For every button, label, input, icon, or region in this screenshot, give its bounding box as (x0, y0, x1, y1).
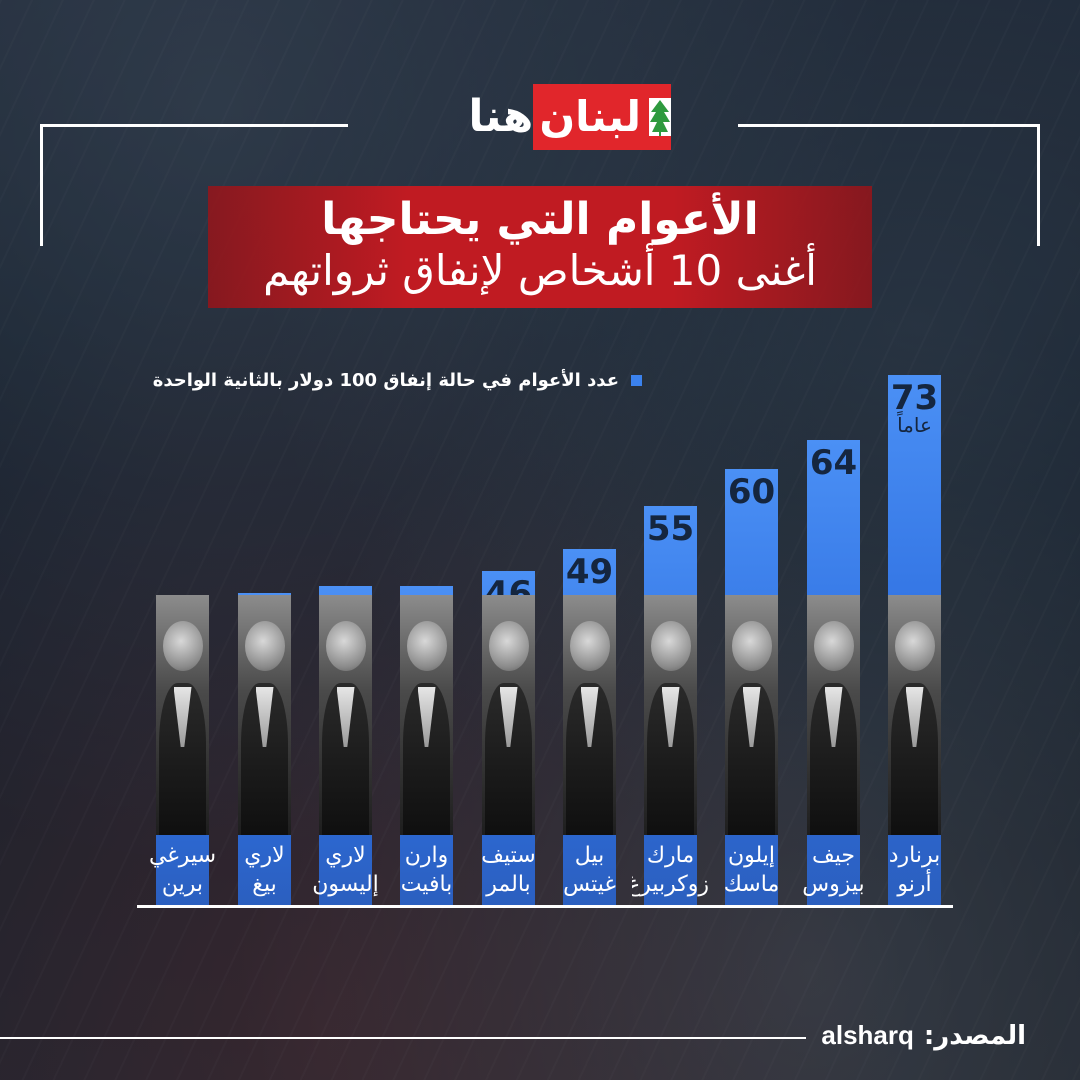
category-label-line2: بيزوس (802, 871, 865, 897)
category-label-line2: غيتس (563, 871, 616, 897)
logo-red-text: لبنان (539, 92, 641, 141)
source-label: المصدر: (923, 1021, 1026, 1051)
portrait-photo (807, 595, 860, 835)
frame-top-left-line (40, 124, 348, 127)
category-label-line2: برين (161, 871, 204, 897)
category-label-line2: بيغ (252, 871, 277, 897)
chart-baseline (137, 905, 953, 908)
chart-legend: عدد الأعوام في حالة إنفاق 100 دولار بالث… (96, 366, 642, 394)
portrait-photo (156, 595, 209, 835)
category-label: برنارد أرنو (876, 842, 953, 899)
category-label: وارن بافيت (388, 842, 465, 899)
category-label: جيف بيزوس (795, 842, 872, 899)
portrait-head (244, 621, 285, 671)
category-label-line2: أرنو (897, 871, 932, 897)
logo-white-text: هنا (468, 91, 534, 142)
category-label-line1: ستيف (481, 843, 536, 868)
portrait-head (406, 621, 447, 671)
portrait-photo (238, 595, 291, 835)
category-label-line1: مارك (646, 843, 695, 868)
category-label: لاري إليسون (307, 842, 384, 899)
portrait-photo (319, 595, 372, 835)
category-label: مارك زوكربيرغ (632, 842, 709, 899)
category-label: بيل غيتس (551, 842, 628, 899)
logo-red-block: لبنان (533, 84, 649, 150)
portrait-head (894, 621, 935, 671)
portrait-head (162, 621, 203, 671)
category-label-line1: إيلون (727, 843, 776, 868)
portrait-head (325, 621, 366, 671)
category-label-line1: سيرغي (148, 843, 217, 868)
frame-top-right-line (738, 124, 1040, 127)
category-label-line1: جيف (811, 843, 855, 868)
category-label-line2: زوكربيرغ (632, 871, 709, 897)
category-label: ستيف بالمر (470, 842, 547, 899)
portrait-photo (888, 595, 941, 835)
bar-unit-label: عاماً (897, 413, 932, 437)
category-label-line2: ماسك (723, 871, 780, 897)
legend-marker (631, 374, 642, 386)
category-label-line1: برنارد (888, 843, 941, 868)
category-label: سيرغي برين (144, 842, 221, 899)
portrait-head (813, 621, 854, 671)
source-credit: المصدر: alsharq (821, 1020, 1026, 1051)
title-line-2: أغنى 10 أشخاص لإنفاق ثرواتهم (263, 246, 817, 295)
legend-text: عدد الأعوام في حالة إنفاق 100 دولار بالث… (152, 369, 619, 391)
category-label-line1: بيل (574, 843, 605, 868)
brand-logo: لبنان هنا (415, 84, 671, 150)
portrait-photo (725, 595, 778, 835)
category-label-line1: وارن (404, 843, 449, 868)
portrait-photo (482, 595, 535, 835)
source-value: alsharq (821, 1020, 914, 1050)
portrait-photo (400, 595, 453, 835)
category-label: لاري بيغ (226, 842, 303, 899)
title-banner: الأعوام التي يحتاجها أغنى 10 أشخاص لإنفا… (208, 186, 872, 308)
frame-right-line (1037, 124, 1040, 246)
source-divider-line (0, 1037, 806, 1039)
portrait-head (650, 621, 691, 671)
category-label-line2: بالمر (486, 871, 531, 897)
frame-left-line (40, 124, 43, 246)
category-label-line2: بافيت (400, 871, 453, 897)
portrait-head (731, 621, 772, 671)
category-label-line1: لاري (325, 843, 366, 868)
portrait-photo (563, 595, 616, 835)
category-label-line1: لاري (244, 843, 285, 868)
portrait-head (569, 621, 610, 671)
cedar-flag-icon (649, 84, 671, 150)
category-label: إيلون ماسك (713, 842, 790, 899)
portrait-photo (644, 595, 697, 835)
portrait-head (488, 621, 529, 671)
title-line-1: الأعوام التي يحتاجها (321, 194, 759, 245)
category-label-line2: إليسون (312, 871, 379, 897)
